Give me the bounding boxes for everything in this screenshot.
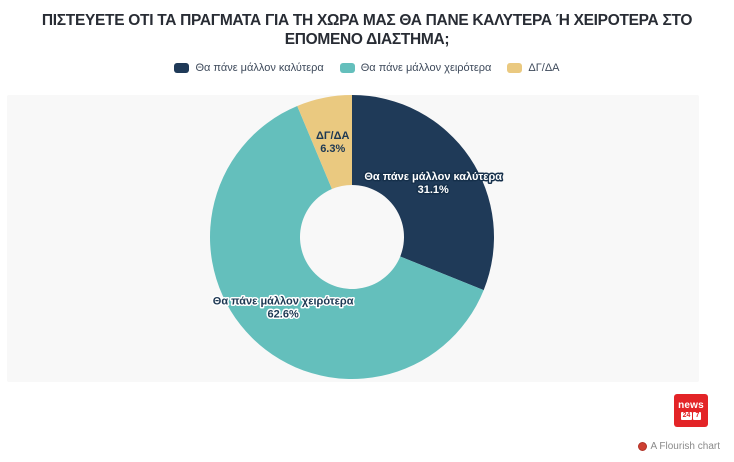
flourish-logo-icon	[637, 442, 647, 451]
legend-swatch-dontknow	[507, 63, 523, 73]
flourish-attribution[interactable]: A Flourish chart	[637, 441, 720, 452]
news247-logo-247: 24 7	[680, 412, 702, 420]
news247-logo: news 24 7	[674, 394, 708, 427]
slice-label-0: Θα πάνε μάλλον καλύτερα 31.1%	[364, 171, 502, 196]
legend-label-worse: Θα πάνε μάλλον χειρότερα	[360, 62, 492, 74]
chart-legend: Θα πάνε μάλλον καλύτερα Θα πάνε μάλλον χ…	[0, 62, 734, 74]
pie-slice-1[interactable]	[209, 105, 484, 379]
donut-chart: Θα πάνε μάλλον καλύτερα 31.1% Θα πάνε μάλλ…	[209, 95, 504, 379]
chart-title: ΠΙΣΤΕΥΕΤΕ ΟΤΙ ΤΑ ΠΡΑΓΜΑΤΑ ΓΙΑ ΤΗ ΧΩΡΑ ΜΑ…	[41, 12, 693, 48]
legend-label-dontknow: ΔΓ/ΔΑ	[528, 62, 560, 74]
slice-label-2: ΔΓ/ΔΑ 6.3%	[316, 130, 349, 155]
chart-area: Θα πάνε μάλλον καλύτερα 31.1% Θα πάνε μάλλ…	[7, 95, 699, 382]
pie-slice-0[interactable]	[352, 95, 494, 291]
legend-item-worse: Θα πάνε μάλλον χειρότερα	[339, 62, 492, 74]
legend-item-better: Θα πάνε μάλλον καλύτερα	[174, 62, 324, 74]
legend-swatch-worse	[339, 63, 355, 73]
attribution-label: A Flourish chart	[650, 441, 720, 452]
news247-logo-7: 7	[693, 412, 702, 420]
legend-label-better: Θα πάνε μάλλον καλύτερα	[195, 62, 324, 74]
slice-label-1: Θα πάνε μάλλον χειρότερα 62.6%	[213, 296, 354, 321]
legend-item-dontknow: ΔΓ/ΔΑ	[507, 62, 560, 74]
pie-slice-2[interactable]	[297, 95, 352, 190]
news247-logo-text: news	[678, 400, 704, 411]
legend-swatch-better	[174, 63, 190, 73]
news247-logo-24: 24	[680, 412, 693, 420]
